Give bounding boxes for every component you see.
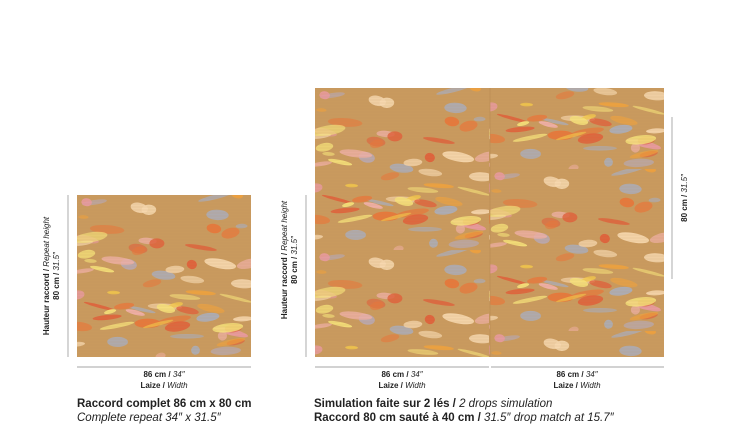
width-value: 86 cm / 34″ xyxy=(143,370,185,379)
drop-height-value: 80 cm / 31.5″ xyxy=(680,173,689,222)
width-value: 86 cm / 34″ xyxy=(556,370,598,379)
caption-line1: Raccord complet 86 cm x 80 cm xyxy=(77,398,252,410)
height-label: Hauteur raccord / Repeat height xyxy=(280,200,289,319)
height-value: 80 cm / 31.5″ xyxy=(52,251,61,300)
height-label: Hauteur raccord / Repeat height xyxy=(42,216,51,335)
caption-line1: Simulation faite sur 2 lés / 2 drops sim… xyxy=(314,398,552,410)
caption-line2: Raccord 80 cm sauté à 40 cm / 31.5″ drop… xyxy=(314,412,615,424)
height-value: 80 cm / 31.5″ xyxy=(290,235,299,284)
drop-2 xyxy=(490,88,664,357)
width-label: Laize / Width xyxy=(378,381,426,390)
width-value: 86 cm / 34″ xyxy=(381,370,423,379)
width-label: Laize / Width xyxy=(553,381,601,390)
repeat-swatch xyxy=(77,195,251,357)
caption-line2: Complete repeat 34″ x 31.5″ xyxy=(77,412,222,424)
width-label: Laize / Width xyxy=(140,381,188,390)
drop-1 xyxy=(315,88,490,357)
